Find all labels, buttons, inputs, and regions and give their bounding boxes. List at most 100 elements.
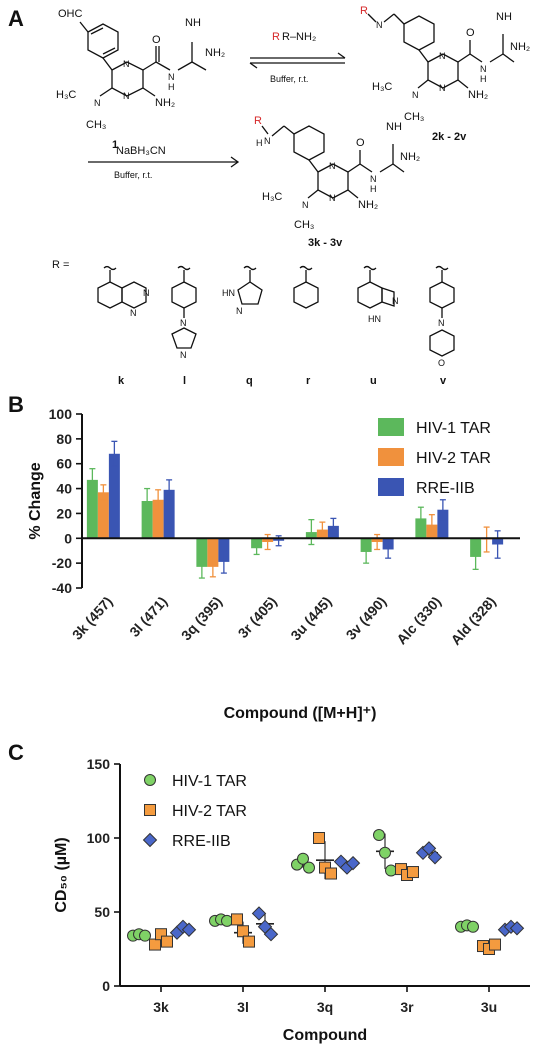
compound-3-structure: R N H N N O N H NH NH₂ NH₂ N H (254, 115, 420, 249)
h3c2-label: H₃C (372, 81, 392, 93)
legend-label-hiv-2-tar: HIV-2 TAR (172, 803, 247, 820)
x-axis-title: Compound (283, 1027, 367, 1044)
x-axis-title: Compound ([M+H]⁺) (224, 705, 377, 722)
dimethylamino2-n: N (412, 90, 419, 100)
ch3-2-label: CH₃ (404, 111, 424, 123)
point-hiv-2-tar-3l-2 (243, 935, 255, 948)
bar-rre-iib-alc-330 (437, 509, 449, 539)
substituent-l: N N (171, 265, 197, 360)
x-tick-label-3k-457: 3k (457) (69, 593, 116, 642)
amide2-n: N (480, 64, 487, 74)
carbonyl2-o: O (466, 27, 475, 39)
compound-2-structure: R N N N O N H NH NH₂ NH₂ N H₃C (360, 5, 530, 143)
ch3-3-label: CH₃ (294, 219, 314, 231)
legend-label-rre-iib: RRE-IIB (416, 480, 475, 497)
legend-marker-hiv-2-tar (144, 804, 156, 816)
x-tick-label-alc-330: Alc (330) (393, 593, 444, 647)
compound-2-label: 2k - 2v (432, 131, 467, 143)
dimethylamino3-n: N (302, 200, 309, 210)
amino2-nh2: NH₂ (468, 89, 488, 101)
point-hiv-2-tar-3k-2 (161, 935, 173, 948)
carbonyl-o: O (152, 34, 161, 46)
r-equals-label: R = (52, 259, 69, 271)
point-hiv-1-tar-3k-2 (139, 929, 151, 942)
amine-reagent: R–NH₂ (282, 31, 316, 43)
pyrazole-hn: HN (222, 288, 235, 298)
substituent-label-r: r (306, 375, 311, 387)
panel-a: A OHC N N O N H NH NH₂ NH₂ (8, 5, 530, 387)
bar-hiv-1-tar-3k-457 (86, 479, 98, 539)
x-tick-label-3q-395: 3q (395) (178, 593, 225, 643)
y-tick-label--40: -40 (52, 580, 72, 596)
aldehyde-label: OHC (58, 8, 83, 20)
bar-hiv-2-tar-3l-471 (152, 499, 164, 539)
panel-c-scatter-chart: C 0 50 100 150 3k 3l 3q 3r 3u CD₅₀ (µM) Compound HI… (8, 740, 530, 1044)
reduction-arrow: NaBH₃CN Buffer, r.t. (88, 145, 240, 180)
point-rre-iib-3r-2 (427, 850, 443, 865)
substituent-labels: k l q r u v (118, 375, 447, 387)
guanidine-nh2: NH₂ (205, 47, 225, 59)
pyrazine-n-top: N (123, 59, 130, 69)
panel-b-bar-chart: B -40 -20 0 20 40 60 80 100 % Change 3k (457) 3l (… (8, 392, 520, 722)
y-axis-title: CD₅₀ (µM) (53, 837, 70, 912)
benzimidazole-hn: HN (368, 314, 381, 324)
x-tick-label-3v-490: 3v (490) (343, 593, 390, 642)
imine3-nh: NH (386, 121, 402, 133)
point-rre-iib-3l-2 (263, 926, 279, 942)
bar-hiv-1-tar-3l-471 (141, 501, 153, 539)
point-hiv-1-tar-3u-2 (467, 920, 479, 933)
point-hiv-2-tar-3l-1 (237, 925, 249, 938)
equilibrium-arrow: R R–NH₂ Buffer, r.t. (249, 31, 346, 84)
substituent-q: HN N (222, 265, 263, 316)
bar-rre-iib-3k-457 (108, 453, 120, 539)
bar-hiv-2-tar-3k-457 (97, 492, 109, 539)
legend-marker-rre-iib (142, 832, 158, 848)
point-rre-iib-3u-2 (509, 921, 525, 936)
point-rre-iib-3l-0 (251, 906, 267, 921)
y-tick-label--20: -20 (52, 555, 72, 571)
legend-swatch-hiv-1-tar (378, 418, 404, 436)
bar-hiv-2-tar-3q-395 (207, 538, 219, 567)
amide-h: H (168, 82, 175, 92)
substituent-k: N N (97, 265, 150, 318)
point-hiv-1-tar-3r-1 (379, 846, 391, 859)
amide2-h: H (480, 74, 487, 84)
quinoxaline-n2: N (130, 308, 137, 318)
guanidine3-nh2: NH₂ (400, 151, 420, 163)
x-tick-label-3r: 3r (400, 999, 414, 1015)
imine-nh: NH (185, 17, 201, 29)
point-hiv-2-tar-3u-2 (489, 938, 501, 951)
h3c3-label: H₃C (262, 191, 282, 203)
y-tick-label-40: 40 (56, 481, 72, 497)
pyrazine-n-bottom: N (123, 91, 130, 101)
substituent-label-k: k (118, 375, 125, 387)
compound-1-structure: OHC N N O N H NH NH₂ NH₂ N H₃C (56, 8, 225, 151)
substituent-label-q: q (246, 375, 253, 387)
legend-label-rre-iib: RRE-IIB (172, 833, 231, 850)
panel-c-letter: C (8, 740, 24, 765)
point-rre-iib-3r-1 (421, 841, 437, 856)
guanidine2-nh2: NH₂ (510, 41, 530, 53)
y-tick-label-150: 150 (87, 756, 111, 772)
conditions-1: Buffer, r.t. (270, 74, 308, 84)
point-hiv-2-tar-3l-0 (231, 913, 243, 926)
amino3-nh2: NH₂ (358, 199, 378, 211)
amine3-h: H (256, 138, 263, 148)
panel-a-letter: A (8, 6, 24, 31)
x-tick-label-ald-328: Ald (328) (447, 593, 498, 648)
point-hiv-1-tar-3r-0 (373, 829, 385, 842)
y-tick-label-50: 50 (94, 904, 110, 920)
substituent-u: N HN (357, 265, 399, 324)
point-hiv-1-tar-3l-2 (221, 914, 233, 927)
pyrazine2-n-bottom: N (439, 83, 446, 93)
substituent-label-l: l (183, 375, 186, 387)
legend-label-hiv-1-tar: HIV-1 TAR (416, 420, 491, 437)
compound-3-label: 3k - 3v (308, 237, 343, 249)
bar-hiv-1-tar-3q-395 (196, 538, 208, 567)
x-tick-label-3l-471: 3l (471) (126, 593, 170, 640)
point-hiv-1-tar-3q-1 (297, 852, 309, 865)
y-tick-label-0: 0 (102, 978, 110, 994)
pyrazole-n: N (236, 306, 243, 316)
pyrazine3-n-top: N (329, 161, 336, 171)
